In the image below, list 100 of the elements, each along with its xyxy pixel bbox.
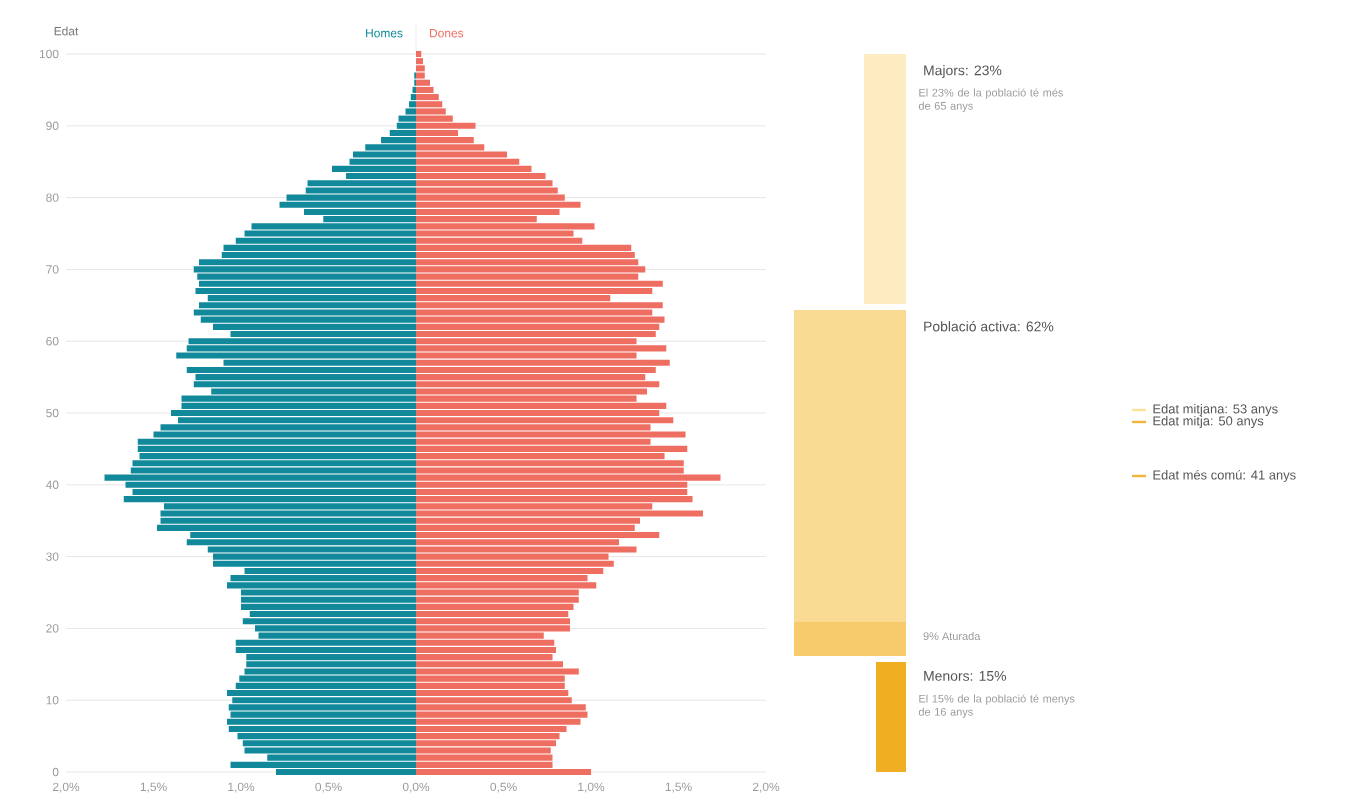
bar [416,187,558,194]
bar [230,575,417,582]
bar [416,618,571,625]
bar [416,86,434,93]
bar [193,266,417,273]
bar [241,596,417,603]
bar [416,359,670,366]
bar [227,582,417,589]
bar [193,381,417,388]
bar [132,488,417,496]
bar [416,488,688,496]
bar [137,438,417,445]
bar [416,431,686,438]
bar [227,689,417,697]
bar [104,474,417,481]
bar [416,201,581,208]
bar [416,532,660,539]
bar [416,474,721,481]
bar [230,711,417,718]
bar [213,560,417,567]
bar [410,94,417,101]
bar [160,424,417,431]
bar [416,582,597,589]
bar [157,524,417,531]
bar [416,733,560,740]
bar [232,697,417,704]
bar [416,718,581,725]
bar [416,244,632,251]
bar [241,603,417,610]
bar [416,58,424,65]
bar [244,230,417,237]
bar [416,251,635,259]
bar [416,689,569,697]
bar [199,302,417,309]
bar [235,682,417,689]
bar [181,395,417,402]
bar [416,646,557,653]
bar [188,338,417,345]
bar [239,675,417,682]
bar [242,618,417,625]
bar [416,747,551,754]
bar [279,201,417,208]
bar [332,165,417,172]
bar [416,496,693,503]
bar [193,309,417,316]
bar [416,330,656,338]
bar [416,79,431,86]
bar [416,345,667,352]
bar [416,560,614,567]
bar [176,352,417,359]
bar [235,639,417,646]
bar [416,108,446,115]
bar [186,366,417,373]
bar [416,280,663,287]
bar [416,323,660,330]
bar [416,754,553,761]
bar [416,768,592,776]
bar [416,711,588,718]
bar [171,409,417,417]
bar [160,517,417,524]
bar [200,316,417,323]
bar [132,460,417,467]
bar [244,668,417,675]
bar [416,704,586,711]
bar [186,539,417,546]
bar [416,417,674,424]
bar [139,453,417,460]
bar [137,445,417,452]
bar [195,287,417,294]
bar [227,718,417,725]
bar [389,129,417,137]
bar [416,302,663,309]
bar [416,596,579,603]
bar [242,740,417,747]
bar [416,266,646,273]
bar [237,733,417,740]
bar [244,747,417,754]
bar [416,180,553,187]
bar [416,740,557,747]
bar [416,639,555,646]
bar [416,173,546,180]
bar [228,704,417,711]
bar [416,445,688,452]
bar [416,611,569,618]
bar [416,94,439,101]
bar [416,402,667,409]
bar [405,108,417,115]
bar [249,611,417,618]
bar [251,223,417,230]
bar [213,553,417,560]
bar [230,761,417,768]
bar [416,316,665,323]
bar [416,625,571,632]
bar [416,101,443,108]
bar [416,50,422,58]
bar [223,244,417,251]
bar [416,72,425,79]
bar [197,273,417,280]
bar [195,374,417,381]
bar [246,661,417,668]
